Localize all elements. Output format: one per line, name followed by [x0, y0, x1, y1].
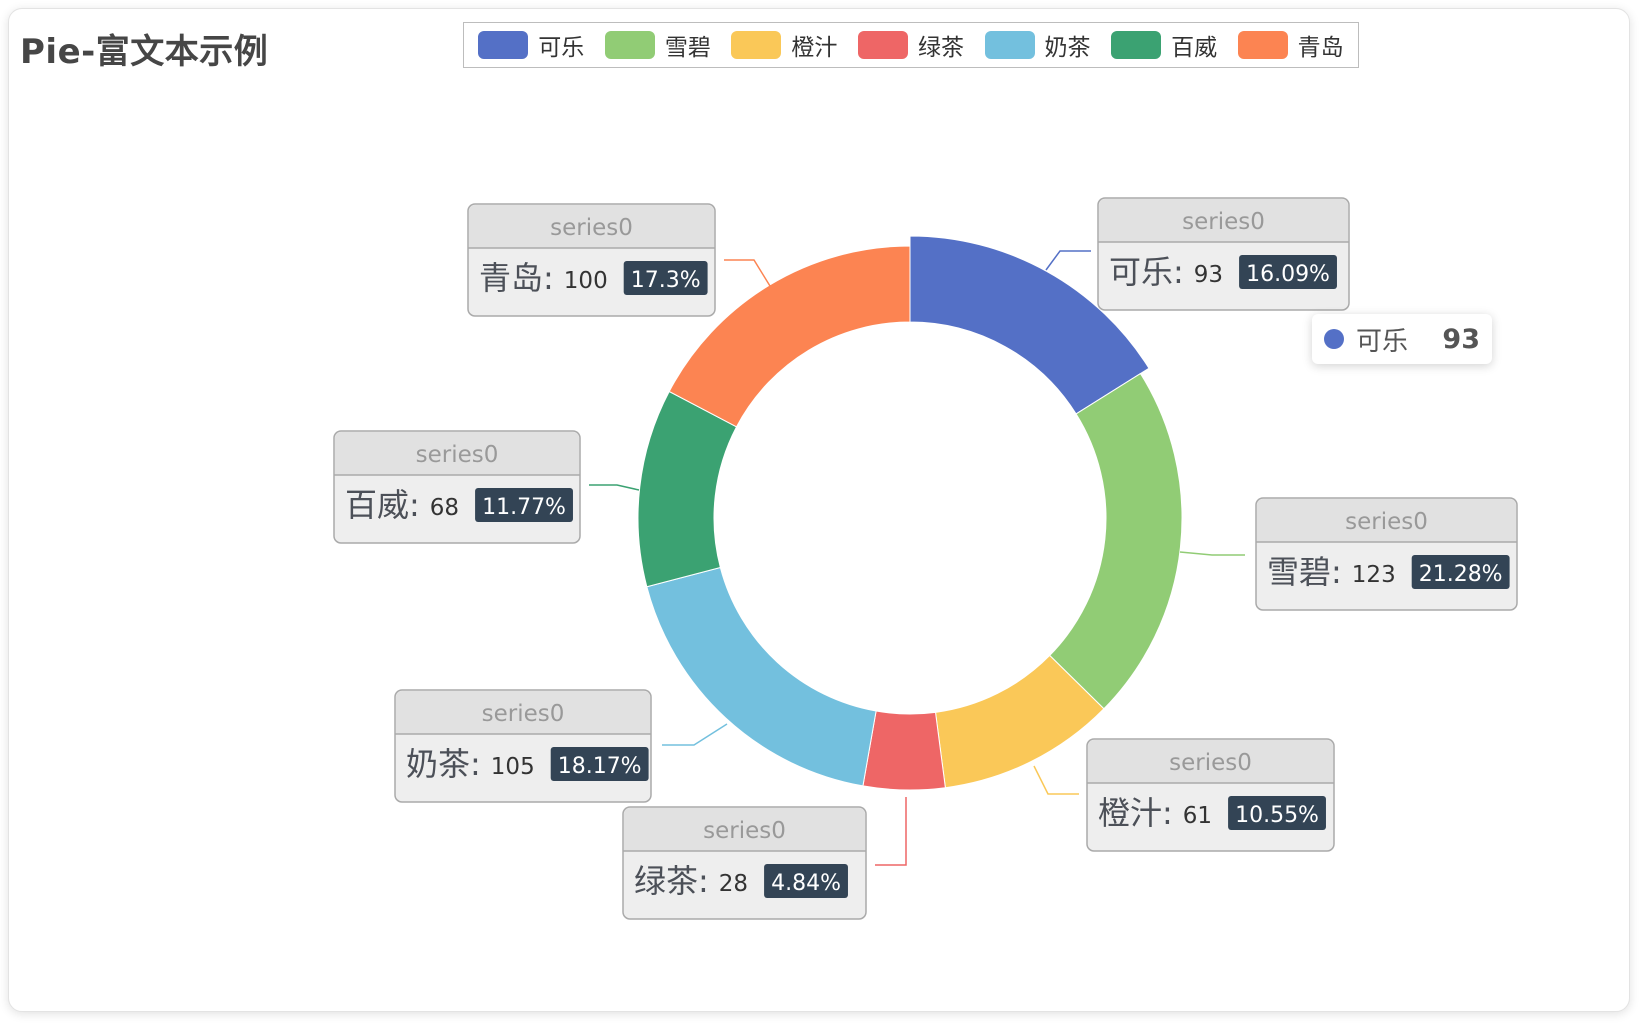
legend-item-6[interactable]: 青岛	[1237, 28, 1344, 62]
leader-line-1	[1179, 551, 1245, 556]
legend-label: 奶茶	[1044, 35, 1091, 61]
pie-slice-1[interactable]	[1049, 372, 1183, 710]
tooltip-name: 可乐	[1356, 326, 1409, 357]
legend-swatch	[731, 31, 782, 59]
label-header	[335, 432, 579, 475]
leader-line-6	[724, 259, 771, 287]
slice-percent: 21.28%	[1419, 562, 1503, 587]
leader-line-4	[662, 723, 728, 746]
slice-percent: 17.3%	[631, 268, 701, 293]
slice-name: 青岛:	[479, 259, 554, 297]
slice-percent: 11.77%	[482, 495, 566, 520]
slice-name: 百威:	[345, 486, 420, 524]
slice-percent: 10.55%	[1235, 803, 1319, 828]
percent-badge	[764, 864, 848, 898]
slice-name: 奶茶:	[406, 745, 481, 783]
slice-name: 橙汁:	[1098, 794, 1173, 832]
series-name: series0	[1345, 509, 1428, 535]
label-header	[1257, 499, 1516, 542]
label-header	[469, 205, 714, 248]
label-header	[1099, 199, 1348, 242]
slice-label-6: series0 青岛: 100 17.3%	[467, 203, 716, 317]
leader-line-2	[1033, 765, 1079, 795]
slice-value: 61	[1183, 803, 1212, 829]
percent-badge	[475, 488, 573, 522]
slice-value: 68	[430, 495, 459, 521]
slice-value: 28	[719, 871, 748, 897]
legend-label: 可乐	[538, 35, 585, 61]
pie-slice-4[interactable]	[646, 566, 877, 787]
slice-label-0: series0 可乐: 93 16.09%	[1097, 197, 1350, 311]
label-header	[624, 808, 865, 851]
slice-label-3: series0 绿茶: 28 4.84%	[622, 806, 867, 920]
series-name: series0	[1169, 750, 1252, 776]
slice-percent: 18.17%	[558, 754, 642, 779]
legend-swatch	[857, 31, 908, 59]
legend-label: 百威	[1171, 35, 1218, 61]
label-header	[396, 691, 650, 734]
series-name: series0	[416, 442, 499, 468]
percent-badge	[1411, 555, 1510, 589]
series-name: series0	[703, 818, 786, 844]
percent-badge	[1228, 796, 1326, 830]
legend-swatch	[604, 31, 655, 59]
series-name: series0	[1182, 209, 1265, 235]
legend-item-5[interactable]: 百威	[1111, 28, 1217, 62]
legend-label: 橙汁	[791, 35, 838, 61]
pie-slice-3[interactable]	[862, 710, 946, 791]
percent-badge	[1239, 255, 1337, 289]
legend-label: 雪碧	[664, 35, 711, 61]
pie-slice-0[interactable]	[909, 235, 1150, 415]
percent-badge	[623, 261, 708, 295]
legend-swatch	[1111, 31, 1162, 59]
tooltip-color-dot	[1324, 329, 1344, 349]
legend-item-2[interactable]: 橙汁	[731, 28, 837, 62]
chart-title: Pie-富文本示例	[20, 32, 269, 72]
legend-swatch	[984, 31, 1035, 59]
series-name: series0	[550, 215, 633, 241]
leader-line-0	[1045, 250, 1091, 271]
legend-label: 绿茶	[917, 35, 964, 61]
slice-percent: 16.09%	[1246, 262, 1330, 287]
slice-value: 100	[564, 268, 608, 294]
legend-item-1[interactable]: 雪碧	[604, 28, 711, 62]
slice-label-2: series0 橙汁: 61 10.55%	[1086, 738, 1335, 852]
slice-value: 123	[1352, 562, 1396, 588]
slice-value: 105	[491, 754, 535, 780]
legend-item-3[interactable]: 绿茶	[857, 28, 964, 62]
slice-percent: 4.84%	[771, 871, 841, 896]
leader-line-5	[589, 484, 640, 491]
label-header	[1088, 740, 1333, 783]
tooltip: 可乐 93	[1312, 314, 1492, 364]
legend-swatch	[1237, 31, 1288, 59]
percent-badge	[550, 747, 649, 781]
slice-value: 93	[1194, 262, 1223, 288]
legend-item-0[interactable]: 可乐	[478, 28, 584, 62]
slice-name: 雪碧:	[1267, 553, 1342, 591]
legend-item-4[interactable]: 奶茶	[984, 28, 1091, 62]
legend: 可乐 雪碧 橙汁 绿茶 奶茶 百威 青岛	[463, 22, 1359, 68]
tooltip-value: 93	[1442, 323, 1480, 355]
slice-name: 可乐:	[1109, 253, 1184, 291]
leader-line-3	[875, 797, 907, 866]
pie-slice-5[interactable]	[637, 390, 738, 588]
legend-swatch	[478, 31, 529, 59]
slice-label-5: series0 百威: 68 11.77%	[333, 430, 581, 544]
legend-label: 青岛	[1297, 35, 1344, 61]
series-name: series0	[482, 701, 565, 727]
pie-slice-6[interactable]	[668, 245, 911, 428]
slice-name: 绿茶:	[634, 862, 709, 900]
